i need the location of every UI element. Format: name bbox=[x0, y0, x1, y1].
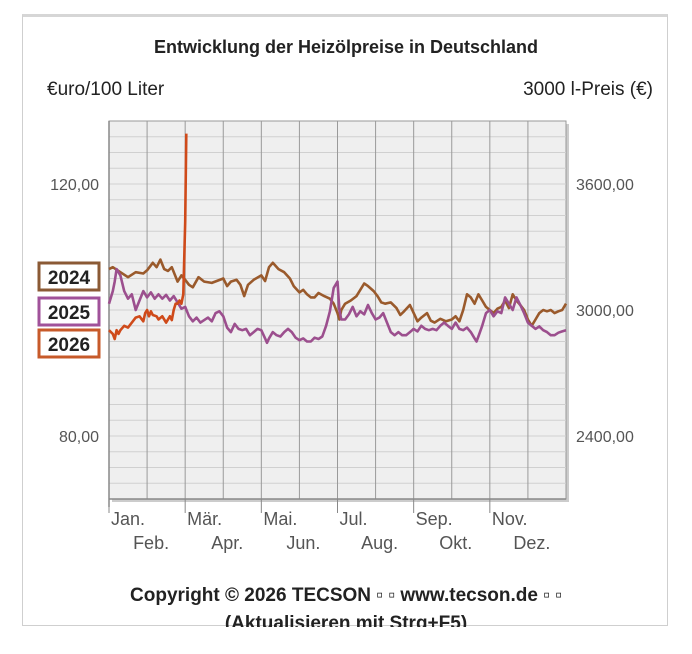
series-line-2026 bbox=[108, 133, 188, 341]
x-tick-label: Apr. bbox=[211, 533, 243, 553]
y-tick-label-right: 3000,00 bbox=[576, 303, 634, 320]
legend-label-2026: 2026 bbox=[48, 335, 90, 356]
x-tick-label: Aug. bbox=[361, 533, 398, 553]
x-tick-label: Okt. bbox=[439, 533, 472, 553]
y-tick-label-left: 80,00 bbox=[59, 429, 99, 446]
y-tick-label-right: 3600,00 bbox=[576, 177, 634, 194]
x-tick-label: Feb. bbox=[133, 533, 169, 553]
legend-box-2026 bbox=[37, 328, 101, 359]
copyright-notice: Copyright © 2026 TECSON ▫ ▫ www.tecson.d… bbox=[130, 585, 562, 606]
legend-label-2025: 2025 bbox=[48, 303, 91, 324]
x-tick-label: Nov. bbox=[492, 509, 528, 529]
left-axis-unit: €uro/100 Liter bbox=[47, 79, 165, 100]
legend-label-2024: 2024 bbox=[48, 268, 91, 289]
legend-box-2025 bbox=[37, 296, 101, 327]
price-chart: 120,00 80,00 3600,00 3000,00 2400,00 Jan. Mär.… bbox=[37, 120, 634, 553]
chart-title: Entwicklung der Heizölpreise in Deutschl… bbox=[153, 37, 539, 57]
x-tick-label: Mai. bbox=[263, 509, 297, 529]
y-tick-label-right: 2400,00 bbox=[576, 429, 634, 446]
x-tick-label: Sep. bbox=[416, 509, 453, 529]
legend-box-2024 bbox=[37, 261, 101, 292]
y-tick-label-left: 120,00 bbox=[50, 177, 99, 194]
x-tick-label: Mär. bbox=[187, 509, 222, 529]
x-tick-label: Jan. bbox=[111, 509, 145, 529]
x-tick-label: Jul. bbox=[340, 509, 368, 529]
chart-frame: Entwicklung der Heizölpreise in Deutschl… bbox=[22, 14, 668, 627]
right-axis-unit: 3000 l-Preis (€) bbox=[523, 79, 653, 100]
refresh-hint: (Aktualisieren mit Strg+F5) bbox=[224, 613, 468, 627]
series-line-2025 bbox=[107, 267, 567, 345]
x-tick-label: Dez. bbox=[513, 533, 550, 553]
x-tick-label: Jun. bbox=[286, 533, 320, 553]
